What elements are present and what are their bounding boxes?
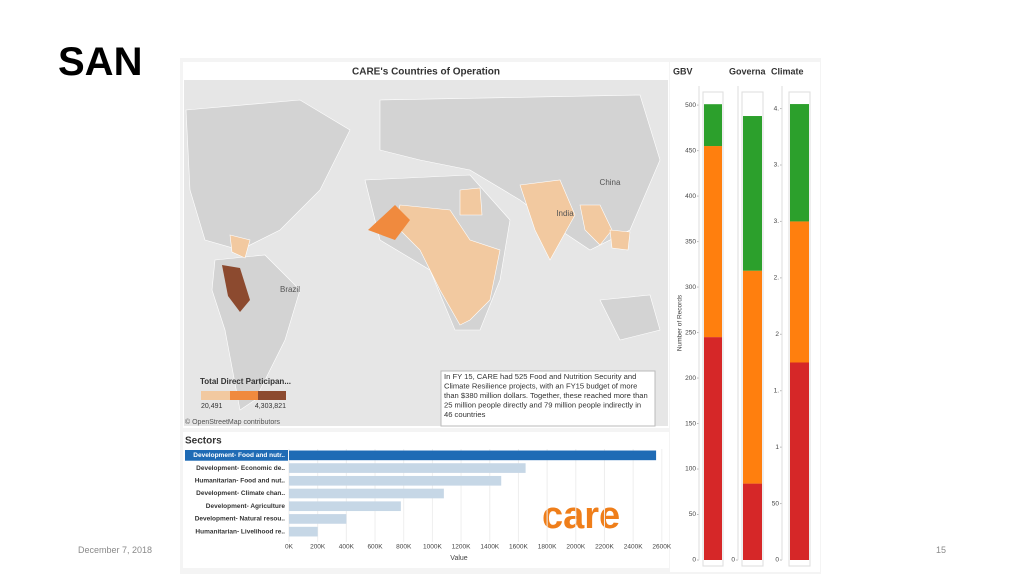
map-label: India xyxy=(556,209,574,218)
y-tick-label: 3. xyxy=(774,218,780,225)
care-logo: care xyxy=(542,495,620,537)
x-tick-label: 2200K xyxy=(595,544,614,551)
y-tick-label: Development- Climate chan.. xyxy=(196,490,285,497)
y-tick-label: Development- Economic de.. xyxy=(196,465,285,472)
annotation-line: 25 million people directly and 79 millio… xyxy=(444,401,641,410)
page-number: 15 xyxy=(936,545,947,555)
y-tick-label: 4. xyxy=(774,105,780,112)
y-tick-label: 2 xyxy=(775,331,779,338)
chart-title: GBV xyxy=(673,66,693,76)
legend-swatch xyxy=(230,391,258,400)
y-tick-label: 2. xyxy=(774,275,780,282)
x-tick-label: 1800K xyxy=(538,544,557,551)
y-tick-label: Development- Natural resou.. xyxy=(195,516,285,523)
y-tick-label: 450 xyxy=(685,147,696,154)
x-tick-label: 400K xyxy=(339,544,355,551)
bar-segment xyxy=(704,337,722,560)
bar-segment xyxy=(790,104,809,222)
x-tick-label: 2000K xyxy=(566,544,585,551)
x-tick-label: 600K xyxy=(367,544,383,551)
bar xyxy=(289,450,657,461)
y-tick-label: 200 xyxy=(685,375,696,382)
map-attribution: © OpenStreetMap contributors xyxy=(185,418,281,426)
bar-segment xyxy=(743,116,762,271)
y-tick-label: 50 xyxy=(689,511,697,518)
annotation-line: 46 countries xyxy=(444,410,486,419)
bar-frame xyxy=(788,91,811,567)
y-tick-label: Humanitarian- Food and nut.. xyxy=(195,478,285,485)
y-tick-label: 1 xyxy=(775,444,779,451)
x-tick-label: 800K xyxy=(396,544,412,551)
y-tick-label: Development- Agriculture xyxy=(206,503,286,510)
y-tick-label: 500 xyxy=(685,102,696,109)
x-tick-label: 0K xyxy=(285,544,294,551)
y-tick-label: 50 xyxy=(772,500,780,507)
legend-title: Total Direct Participan... xyxy=(200,377,291,386)
bar-segment xyxy=(704,104,722,147)
bar-segment xyxy=(790,221,809,363)
legend-min: 20,491 xyxy=(201,403,223,410)
map-title: CARE's Countries of Operation xyxy=(352,67,500,78)
x-tick-label: 2600K xyxy=(652,544,671,551)
bar-segment xyxy=(743,270,762,484)
y-tick-label: 400 xyxy=(685,193,696,200)
bar xyxy=(289,463,526,473)
bar xyxy=(289,514,347,524)
y-tick-label: 350 xyxy=(685,238,696,245)
map-mali xyxy=(368,205,410,240)
y-tick-label: Development- Food and nutr.. xyxy=(193,452,285,459)
bar xyxy=(289,501,401,512)
y-tick-label: 3. xyxy=(774,162,780,169)
slide-date: December 7, 2018 xyxy=(78,545,153,555)
y-axis-label: Number of Records xyxy=(677,294,684,351)
map-label: Brazil xyxy=(280,285,300,294)
chart-title: Sectors xyxy=(185,436,222,447)
y-tick-label: 0 xyxy=(775,557,779,564)
map-label: China xyxy=(600,178,621,187)
x-tick-label: 1200K xyxy=(452,544,471,551)
annotation-line: than $380 million dollars. Together, the… xyxy=(444,391,648,400)
bar xyxy=(289,526,318,537)
y-tick-label: 0 xyxy=(731,557,735,564)
bar-segment xyxy=(704,146,722,338)
bar xyxy=(289,475,502,486)
y-tick-label: 250 xyxy=(685,329,696,336)
x-tick-label: 200K xyxy=(310,544,326,551)
bar-segment xyxy=(743,483,762,560)
annotation-line: In FY 15, CARE had 525 Food and Nutritio… xyxy=(444,372,636,381)
y-tick-label: 0 xyxy=(692,557,696,564)
y-tick-label: 100 xyxy=(685,466,696,473)
x-tick-label: 1400K xyxy=(480,544,499,551)
legend-swatch xyxy=(258,391,286,400)
x-tick-label: 1600K xyxy=(509,544,528,551)
x-tick-label: 2400K xyxy=(624,544,643,551)
y-tick-label: 150 xyxy=(685,420,696,427)
chart-title: Governa xyxy=(729,66,767,76)
bar-frame xyxy=(741,91,764,567)
bar-frame xyxy=(702,91,724,567)
map-peru xyxy=(222,265,250,312)
y-tick-label: 300 xyxy=(685,284,696,291)
slide-title: SAN xyxy=(58,40,143,84)
map-countries xyxy=(229,179,631,326)
annotation-line: Climate Resilience projects, with an FY1… xyxy=(444,382,637,391)
annotation-box xyxy=(440,370,656,427)
legend-max: 4,303,821 xyxy=(255,403,286,410)
bar-segment xyxy=(790,362,809,560)
y-tick-label: Humanitarian- Livelihood re.. xyxy=(195,528,285,535)
chart-title: Climate xyxy=(771,66,804,76)
y-tick-label: 1. xyxy=(774,387,780,394)
x-tick-label: 1000K xyxy=(423,544,442,551)
legend-swatch xyxy=(201,391,230,400)
x-axis-label: Value xyxy=(450,555,467,562)
bar xyxy=(289,488,444,499)
selected-row xyxy=(185,450,288,461)
